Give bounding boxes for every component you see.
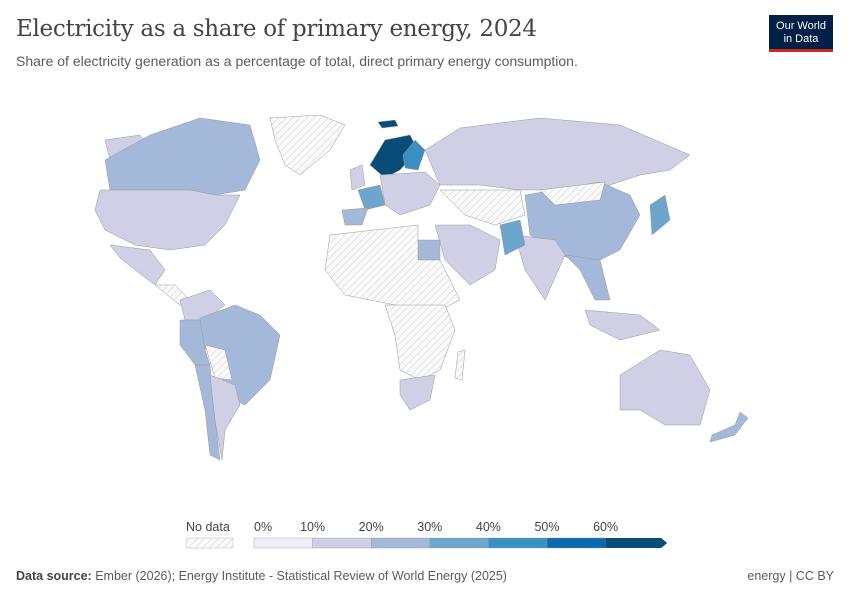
- logo-text: in Data: [783, 33, 819, 45]
- region-iceland[interactable]: [377, 119, 399, 129]
- legend-bin-swatch: [371, 537, 431, 549]
- owid-logo[interactable]: Our World in Data: [769, 15, 833, 52]
- license[interactable]: energy | CC BY: [747, 569, 834, 583]
- region-russia[interactable]: [424, 117, 691, 191]
- legend-no-data-swatch: [185, 537, 234, 549]
- region-japan[interactable]: [649, 194, 671, 236]
- source-text: Ember (2026); Energy Institute - Statist…: [95, 569, 507, 583]
- legend-tick-label: 60%: [593, 520, 618, 534]
- source-label: Data source:: [16, 569, 92, 583]
- region-chile[interactable]: [194, 364, 221, 461]
- region-new-zealand[interactable]: [709, 411, 749, 443]
- legend-bin-swatch: [488, 537, 548, 549]
- page-title: Electricity as a share of primary energy…: [16, 16, 537, 42]
- legend-bin-swatch: [253, 537, 313, 549]
- region-australia[interactable]: [619, 349, 711, 426]
- region-mexico[interactable]: [109, 244, 166, 286]
- region-pakistan[interactable]: [499, 219, 526, 256]
- region-middle-east[interactable]: [434, 224, 501, 286]
- legend-bin-swatch: [546, 537, 606, 549]
- region-southeast-asia[interactable]: [564, 254, 611, 301]
- region-uk[interactable]: [349, 164, 366, 191]
- legend-tick-label: 20%: [359, 520, 384, 534]
- region-central-asia[interactable]: [439, 189, 526, 226]
- logo-text: Our World: [776, 20, 826, 32]
- region-finland[interactable]: [402, 139, 426, 171]
- legend: No data 0% 10% 20% 30% 40% 50% 60%: [185, 520, 668, 549]
- region-madagascar[interactable]: [454, 349, 466, 381]
- legend-tick-label: 0%: [254, 520, 272, 534]
- region-central-africa[interactable]: [384, 304, 456, 381]
- subtitle: Share of electricity generation as a per…: [16, 53, 578, 69]
- region-mongolia[interactable]: [539, 181, 606, 206]
- region-india[interactable]: [514, 234, 566, 301]
- legend-bin-swatch: [312, 537, 372, 549]
- legend-tick-label: 30%: [417, 520, 442, 534]
- region-indonesia[interactable]: [584, 309, 661, 341]
- legend-bin-swatch: [429, 537, 489, 549]
- region-bolivia-paraguay[interactable]: [204, 344, 233, 381]
- region-greenland[interactable]: [269, 114, 346, 176]
- region-usa[interactable]: [94, 189, 241, 251]
- region-south-africa[interactable]: [399, 374, 436, 411]
- data-source: Data source: Ember (2026); Energy Instit…: [16, 569, 507, 583]
- region-iberia[interactable]: [341, 207, 369, 226]
- legend-bin-swatch: [605, 538, 668, 548]
- region-central-europe[interactable]: [379, 171, 441, 216]
- region-france[interactable]: [357, 184, 386, 211]
- region-argentina[interactable]: [209, 374, 241, 461]
- legend-tick-label: 40%: [476, 520, 501, 534]
- legend-tick-label: 50%: [534, 520, 559, 534]
- legend-tick-label: 10%: [300, 520, 325, 534]
- region-egypt[interactable]: [417, 239, 441, 261]
- region-north-africa[interactable]: [324, 224, 461, 311]
- region-canada[interactable]: [104, 117, 261, 196]
- legend-no-data-label: No data: [186, 520, 230, 534]
